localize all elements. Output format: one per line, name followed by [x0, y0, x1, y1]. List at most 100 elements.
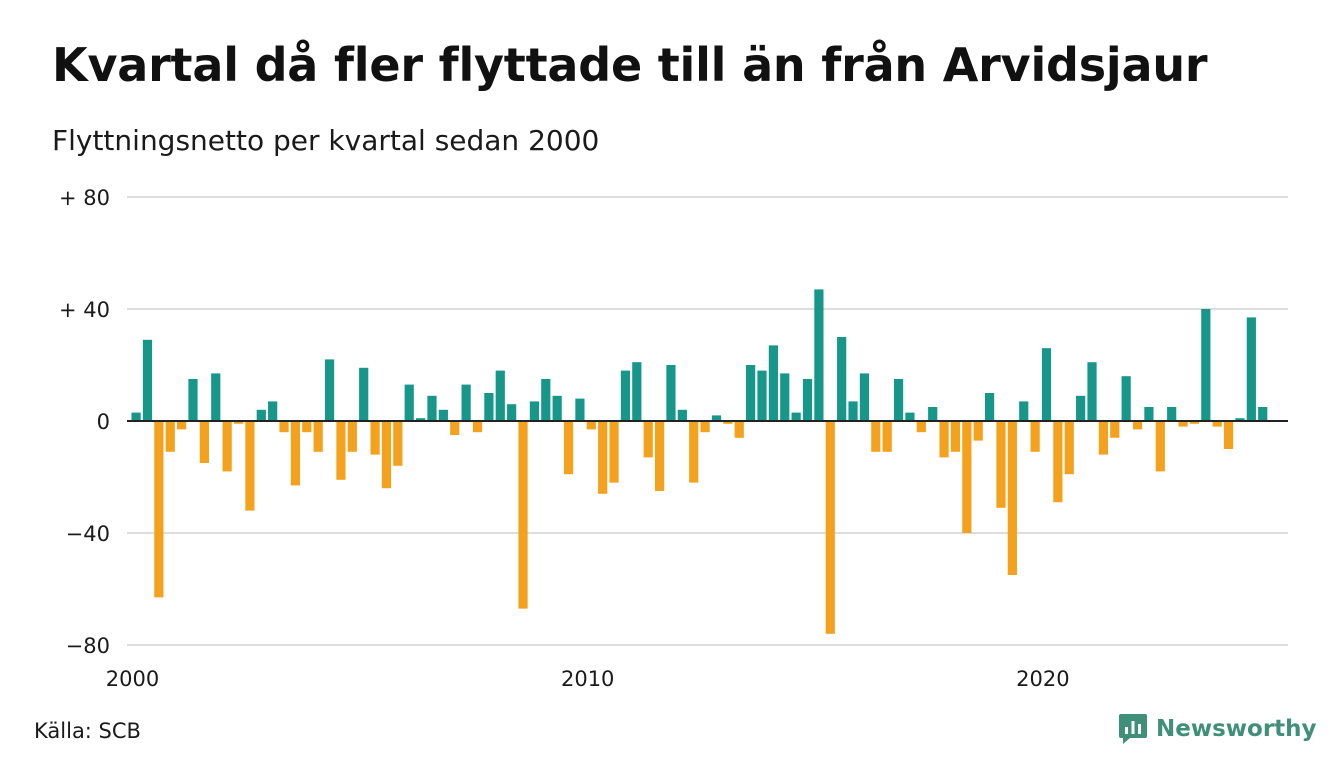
newsworthy-logo-icon — [1119, 714, 1147, 744]
bar — [1223, 421, 1234, 449]
bar — [586, 421, 596, 430]
bar — [1178, 421, 1188, 427]
bar — [131, 412, 141, 421]
bar — [939, 421, 949, 458]
bar — [746, 365, 756, 421]
bar — [848, 401, 858, 421]
bar — [643, 421, 653, 458]
bar — [177, 421, 187, 430]
bar — [1007, 421, 1017, 575]
bar — [1053, 421, 1063, 503]
bar — [1041, 348, 1052, 421]
bar — [393, 421, 403, 466]
bar — [165, 421, 175, 452]
bar — [336, 421, 346, 480]
bar — [1098, 421, 1108, 455]
bar — [552, 395, 562, 421]
bar — [1167, 407, 1177, 421]
bar — [723, 421, 733, 424]
bar — [882, 421, 892, 452]
bar — [802, 379, 813, 421]
bar — [814, 289, 824, 421]
bar — [199, 421, 209, 463]
bar — [1076, 395, 1086, 421]
bar — [1201, 309, 1211, 421]
bar — [507, 404, 517, 421]
bar — [1064, 421, 1074, 475]
bar — [859, 373, 870, 421]
chart-title: Kvartal då fler flyttade till än från Ar… — [52, 38, 1208, 92]
bar — [302, 421, 312, 433]
bar — [689, 421, 699, 483]
bar — [142, 339, 153, 421]
bar — [734, 421, 744, 438]
bar — [438, 409, 448, 421]
bar — [416, 418, 426, 421]
bar — [780, 373, 790, 421]
bar — [233, 421, 244, 424]
bar — [245, 421, 255, 511]
bar — [461, 384, 471, 421]
bar — [1019, 401, 1029, 421]
bar — [563, 421, 574, 475]
bar — [529, 401, 539, 421]
bar — [711, 415, 722, 421]
bar — [268, 401, 278, 421]
bar — [950, 421, 961, 452]
bar — [973, 421, 983, 441]
bar — [893, 379, 904, 421]
brand-name: Newsworthy — [1156, 716, 1317, 742]
bar — [1121, 376, 1131, 421]
bar — [962, 421, 972, 533]
bar — [279, 421, 289, 433]
x-tick-label: 2010 — [561, 667, 614, 691]
bar — [404, 384, 414, 421]
bar — [313, 421, 323, 452]
x-tick-label: 2000 — [106, 667, 159, 691]
bar — [575, 398, 585, 421]
bar — [347, 421, 357, 452]
bar — [484, 393, 494, 421]
bar — [290, 421, 301, 486]
bar — [1144, 407, 1154, 421]
y-tick-label: −40 — [66, 522, 110, 546]
brand-logo: Newsworthy — [1118, 713, 1317, 745]
bar — [1258, 407, 1268, 421]
bar — [871, 421, 881, 452]
bar — [1110, 421, 1120, 438]
bar — [928, 407, 938, 421]
bar — [1155, 421, 1165, 472]
bar — [1246, 317, 1256, 421]
bar — [211, 373, 221, 421]
bar — [1189, 421, 1200, 424]
y-tick-label: + 40 — [59, 298, 110, 322]
bar — [495, 370, 505, 421]
bar — [677, 409, 687, 421]
bar — [791, 412, 801, 421]
bar — [916, 421, 926, 433]
y-tick-label: + 80 — [59, 186, 110, 210]
bar — [188, 379, 198, 421]
bar — [654, 421, 665, 491]
bar-chart: + 80 + 40 0 −40 −80 2000 2010 2020 — [59, 186, 1288, 691]
y-tick-label: −80 — [66, 634, 110, 658]
bar — [996, 421, 1006, 508]
bar — [359, 367, 369, 421]
bar — [666, 365, 676, 421]
bar — [1087, 362, 1097, 421]
bar — [905, 412, 915, 421]
bar — [541, 379, 551, 421]
bar — [768, 345, 778, 421]
bar — [1132, 421, 1143, 430]
bar — [324, 359, 335, 421]
source-label: Källa: SCB — [34, 719, 141, 743]
bar — [837, 337, 847, 421]
bar — [472, 421, 483, 433]
bar — [598, 421, 608, 494]
bar — [518, 421, 528, 609]
bar — [1235, 418, 1245, 421]
x-tick-label: 2020 — [1016, 667, 1069, 691]
bar — [222, 421, 232, 472]
bar — [450, 421, 460, 435]
bar — [632, 362, 642, 421]
